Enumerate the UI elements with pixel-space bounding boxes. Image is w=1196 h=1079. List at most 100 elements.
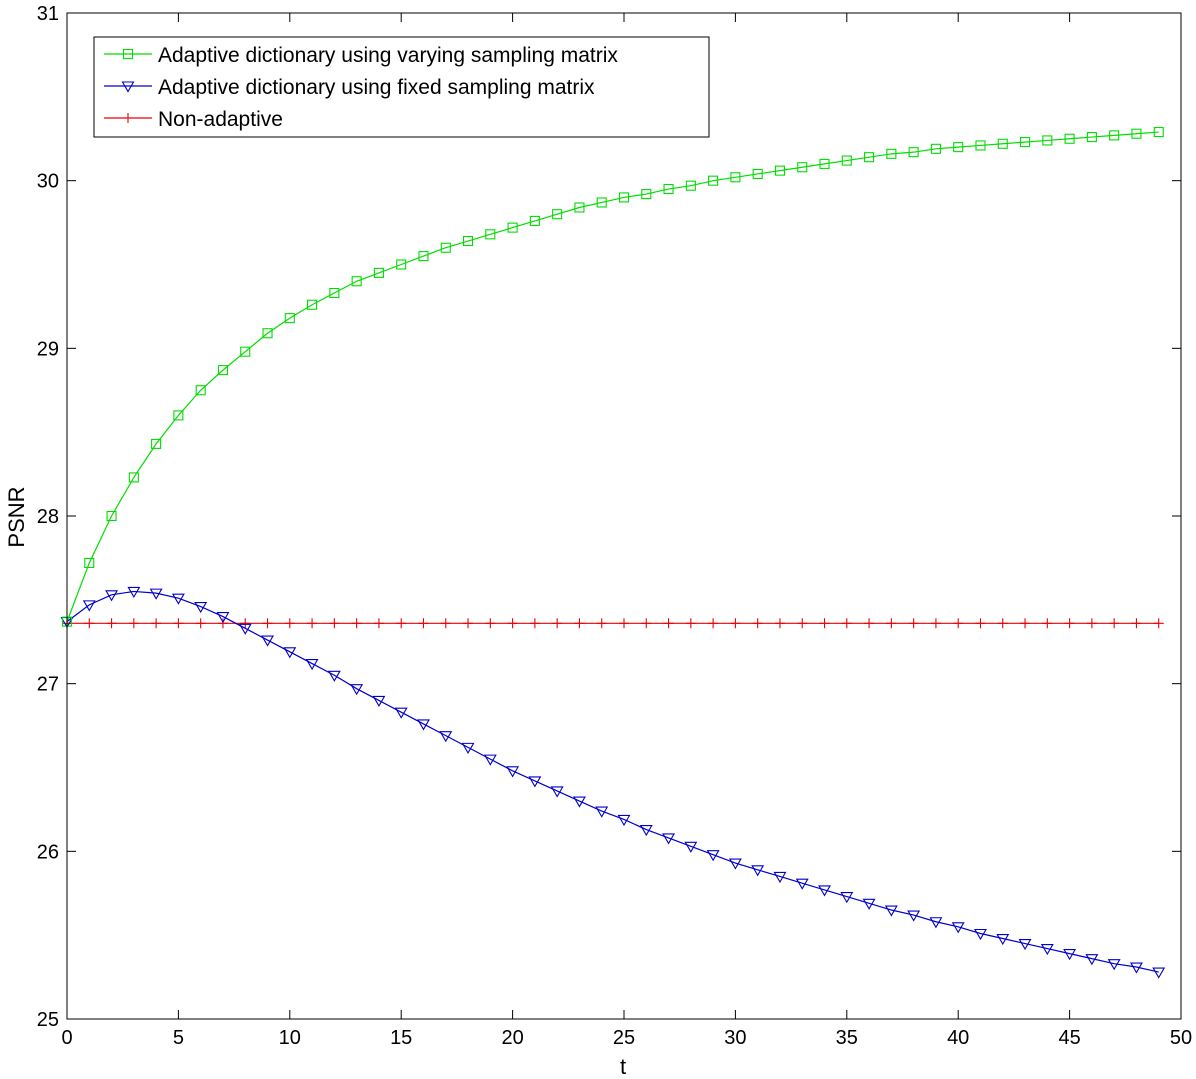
data-point <box>619 618 629 629</box>
data-point <box>819 158 830 169</box>
y-tick-label: 29 <box>37 338 59 360</box>
data-point <box>1042 135 1053 146</box>
data-point <box>151 438 162 449</box>
data-point <box>217 365 229 376</box>
data-point <box>908 147 919 158</box>
data-point <box>262 618 273 629</box>
data-point <box>618 192 630 203</box>
y-tick-label: 30 <box>37 171 59 193</box>
data-point <box>706 850 720 862</box>
data-point <box>463 618 474 629</box>
data-point <box>329 618 340 629</box>
data-point <box>908 618 919 629</box>
x-axis-label: t <box>620 1054 626 1079</box>
data-point <box>728 858 742 870</box>
plot-background <box>67 13 1181 1019</box>
data-point <box>529 618 540 629</box>
data-point <box>663 184 674 195</box>
legend-label: Non-adaptive <box>158 108 283 131</box>
x-tick-label: 10 <box>279 1027 301 1049</box>
data-point <box>884 905 898 917</box>
data-point <box>351 276 362 287</box>
legend-entry-0: Adaptive dictionary using varying sampli… <box>104 44 618 67</box>
data-point <box>574 202 585 213</box>
data-point <box>373 618 384 629</box>
data-point <box>1040 944 1054 956</box>
data-point <box>663 618 674 629</box>
data-point <box>975 618 986 629</box>
data-point <box>462 235 474 247</box>
legend-marker <box>121 81 135 93</box>
data-point <box>819 618 830 629</box>
data-point <box>617 814 631 827</box>
legend-entry-2: Non-adaptive <box>104 108 283 131</box>
data-point <box>262 328 273 339</box>
data-point <box>1063 949 1077 961</box>
data-point <box>417 719 430 731</box>
data-point <box>550 786 564 798</box>
legend: Adaptive dictionary using varying sampli… <box>93 36 710 138</box>
data-point <box>1131 618 1142 629</box>
data-point <box>953 142 964 153</box>
plot-area <box>67 13 1181 1019</box>
legend-marker <box>122 48 134 60</box>
series-layer <box>60 126 1166 979</box>
data-point <box>529 215 540 226</box>
data-point <box>351 618 362 629</box>
data-point <box>997 618 1008 629</box>
data-point <box>195 385 206 396</box>
data-point <box>953 618 964 629</box>
data-point <box>996 933 1010 946</box>
axes-layer: 0 5 10 15 20 25 30 35 40 45 50 25 26 27 28 29 30 31 <box>37 3 1192 1049</box>
data-point <box>396 618 407 629</box>
series-2 <box>62 618 1164 629</box>
x-tick-label: 35 <box>836 1027 858 1049</box>
data-point <box>507 618 518 629</box>
data-point <box>240 618 251 629</box>
data-point <box>685 180 696 191</box>
x-tick-label: 20 <box>501 1027 523 1049</box>
y-tick-label: 31 <box>37 3 59 25</box>
data-point <box>506 766 520 778</box>
data-point <box>864 152 875 163</box>
data-point <box>552 618 563 629</box>
y-axis-label: PSNR <box>4 486 29 547</box>
data-point <box>930 618 941 629</box>
data-point <box>841 618 852 629</box>
data-point <box>106 618 117 629</box>
data-point <box>418 618 429 629</box>
data-point <box>284 618 295 629</box>
series-1 <box>60 586 1166 979</box>
data-point <box>284 313 295 324</box>
data-point <box>439 731 453 743</box>
data-point <box>261 635 274 647</box>
data-point <box>841 155 852 166</box>
data-point <box>795 878 809 890</box>
data-point <box>997 138 1008 149</box>
data-point <box>641 189 652 200</box>
data-point <box>329 287 340 299</box>
data-point <box>572 796 586 808</box>
legend-entry-1: Adaptive dictionary using fixed sampling… <box>104 76 595 99</box>
data-point <box>350 684 364 696</box>
data-point <box>149 588 163 600</box>
series-0 <box>61 126 1164 627</box>
data-point <box>373 267 384 278</box>
data-point <box>485 618 496 629</box>
data-point <box>84 618 95 629</box>
data-point <box>773 871 787 884</box>
data-point <box>552 209 563 220</box>
data-point <box>574 618 585 629</box>
data-point <box>774 165 786 176</box>
data-point <box>641 618 652 629</box>
x-tick-label: 15 <box>390 1027 412 1049</box>
data-point <box>106 510 117 522</box>
data-point <box>708 175 719 186</box>
data-point <box>930 143 941 154</box>
data-point <box>283 647 297 659</box>
data-point <box>195 618 206 629</box>
data-point <box>105 590 119 602</box>
series-line-0 <box>66 131 1159 622</box>
data-point <box>685 618 696 629</box>
